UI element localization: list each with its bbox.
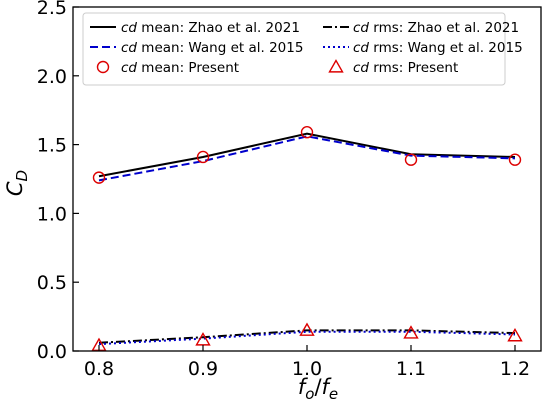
circle-marker <box>508 153 522 166</box>
legend-label: cd mean: Present <box>121 60 239 76</box>
legend-box <box>82 12 506 86</box>
legend-label-name: rms: Wang et al. 2015 <box>373 40 522 56</box>
y-tick-label: 1.5 <box>37 135 67 157</box>
series-1 <box>98 132 516 178</box>
legend-label-name: mean: Wang et al. 2015 <box>141 40 303 56</box>
legend-label: cd mean: Wang et al. 2015 <box>121 40 303 56</box>
legend-label-prefix: cd <box>121 60 141 76</box>
legend-entry: cd mean: Zhao et al. 2021 <box>90 20 300 36</box>
legend-label-name: rms: Present <box>373 60 458 76</box>
legend-label: cd rms: Wang et al. 2015 <box>353 40 523 56</box>
x-tick-label: 1.2 <box>500 358 530 380</box>
legend-label: cd mean: Zhao et al. 2021 <box>121 20 300 36</box>
circle-marker <box>196 150 210 164</box>
triangle-marker <box>403 325 419 339</box>
x-tick-label: 1.1 <box>396 358 426 380</box>
plot-series <box>91 126 523 352</box>
y-tick-label: 1.0 <box>37 203 67 225</box>
triangle-marker <box>195 332 211 346</box>
series-line <box>98 132 516 178</box>
legend-label-prefix: cd <box>121 40 141 56</box>
legend-label: cd rms: Zhao et al. 2021 <box>353 20 519 36</box>
y-tick-label: 2.5 <box>37 0 67 19</box>
x-axis: 0.8 0.9 1.0 1.1 1.2 <box>84 345 530 380</box>
legend-label-prefix: cd <box>353 60 373 76</box>
legend-marker-sample <box>328 59 344 73</box>
legend-entry: cd rms: Present <box>328 59 458 76</box>
series-line <box>98 330 516 346</box>
legend-entry: cd mean: Wang et al. 2015 <box>90 40 303 56</box>
y-axis: 0.0 0.5 1.0 1.5 2.0 2.5 <box>37 0 79 363</box>
triangle-marker <box>299 322 315 336</box>
legend-entry: cd mean: Present <box>96 60 239 76</box>
legend-label-name: mean: Zhao et al. 2021 <box>141 20 300 36</box>
circle-marker <box>92 171 106 184</box>
triangle-marker <box>507 327 523 342</box>
x-axis-title: fo/fe <box>298 375 338 403</box>
y-tick-label: 0.5 <box>37 272 67 294</box>
legend-label: cd rms: Present <box>353 60 458 76</box>
x-tick-label: 1.0 <box>292 358 322 380</box>
x-tick-label: 0.8 <box>84 358 114 380</box>
legend-label-prefix: cd <box>121 20 141 36</box>
series-4 <box>98 329 516 344</box>
series-5 <box>98 330 516 346</box>
y-tick-label: 0.0 <box>37 341 67 363</box>
legend-marker-sample <box>96 60 110 74</box>
x-tick-label: 0.9 <box>188 358 218 380</box>
series-line <box>98 329 516 344</box>
y-tick-label: 2.0 <box>37 66 67 88</box>
y-axis-title: CD <box>3 170 31 196</box>
series-line <box>98 135 516 182</box>
legend-label-prefix: cd <box>353 40 373 56</box>
series-2 <box>98 135 516 182</box>
series-6 <box>91 322 523 352</box>
circle-marker <box>404 153 418 166</box>
legend-entry: cd rms: Zhao et al. 2021 <box>323 20 519 36</box>
series-3 <box>92 126 522 184</box>
legend-label-name: mean: Present <box>141 60 239 76</box>
legend-entry: cd rms: Wang et al. 2015 <box>323 40 523 56</box>
legend-label-name: rms: Zhao et al. 2021 <box>373 20 519 36</box>
legend-label-prefix: cd <box>353 20 373 36</box>
circle-marker <box>300 126 314 139</box>
